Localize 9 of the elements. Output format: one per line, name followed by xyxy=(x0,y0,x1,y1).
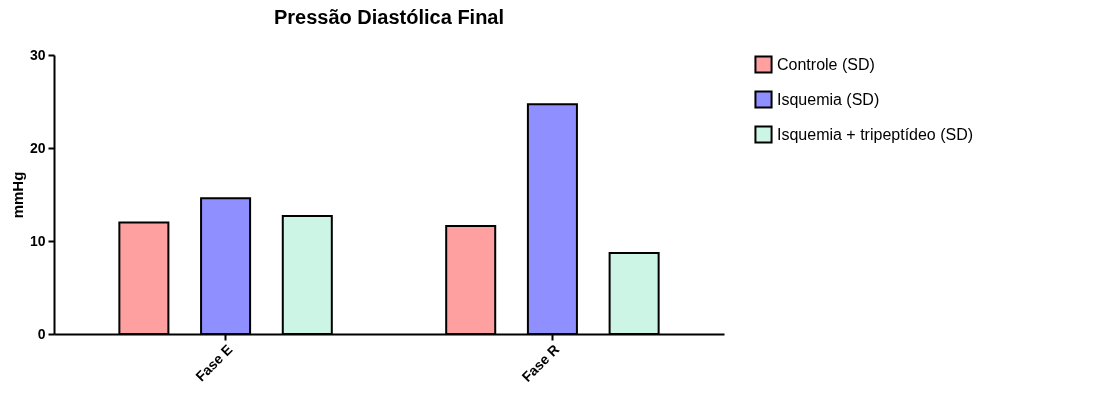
legend-label: Controle (SD) xyxy=(777,55,875,73)
y-tick-label: 0 xyxy=(37,325,46,342)
y-tick-label: 10 xyxy=(29,232,46,249)
y-axis-title: mmHg xyxy=(8,171,26,219)
y-tick-label: 20 xyxy=(29,139,46,156)
chart-title: Pressão Diastólica Final xyxy=(273,6,505,28)
legend-label: Isquemia + tripeptídeo (SD) xyxy=(777,125,974,143)
y-tick-label: 30 xyxy=(29,46,46,63)
legend-label: Isquemia (SD) xyxy=(777,90,880,108)
